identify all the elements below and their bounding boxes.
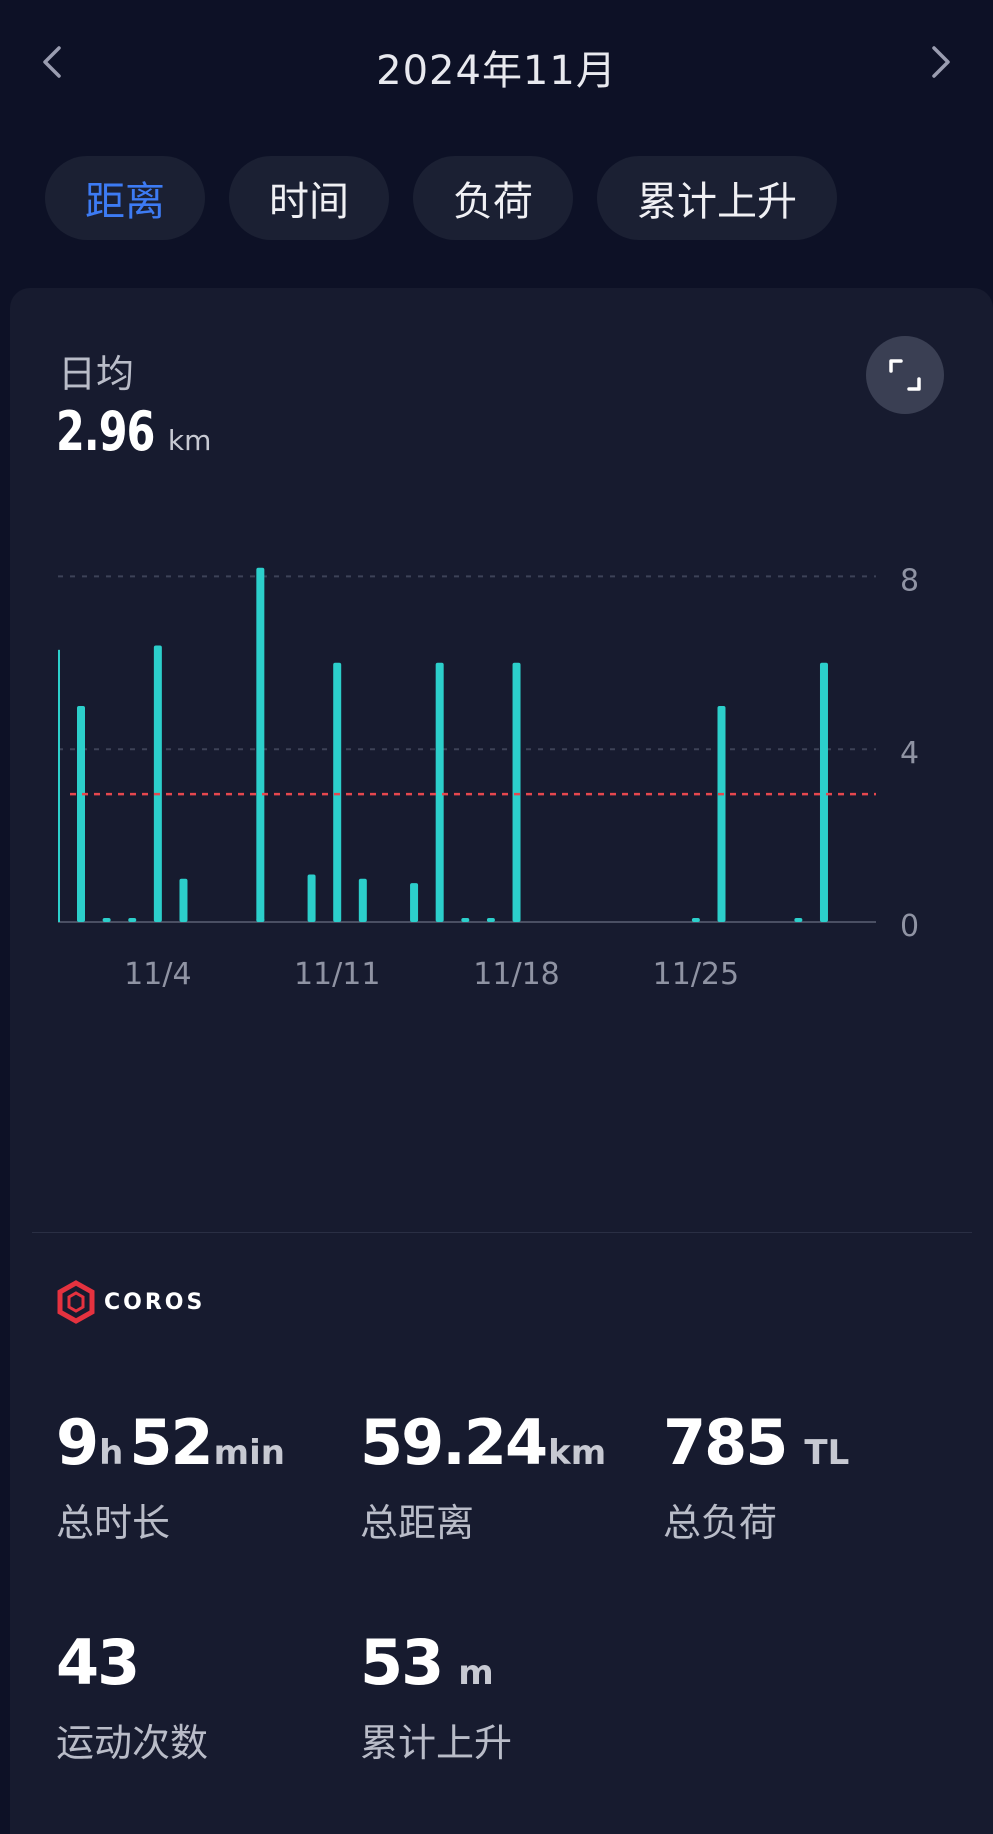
stat-elevation-gain: 53 m 累计上升 — [360, 1626, 512, 1767]
bar — [358, 878, 367, 922]
stat-total-duration: 9 h 52 min 总时长 — [56, 1406, 291, 1547]
daily-average-number: 2.96 — [56, 400, 155, 463]
coros-logo-text: COROS — [104, 1289, 206, 1315]
x-tick-label: 11/4 — [124, 957, 191, 992]
bar-previous-period — [58, 649, 60, 922]
x-tick-label: 11/18 — [473, 957, 559, 992]
stat-unit: min — [213, 1433, 285, 1473]
stat-value: 59.24 — [360, 1406, 548, 1479]
bar — [256, 567, 265, 922]
bar — [179, 878, 188, 922]
bar — [435, 662, 444, 922]
expand-button[interactable] — [866, 336, 944, 414]
tab-distance[interactable]: 距离 — [45, 156, 205, 240]
y-tick-label: 0 — [900, 909, 919, 944]
stat-value: 9 — [56, 1406, 99, 1479]
tab-elevation-gain[interactable]: 累计上升 — [597, 156, 837, 240]
bar — [153, 645, 162, 922]
stat-unit: TL — [804, 1433, 850, 1473]
x-tick-label: 11/11 — [294, 957, 380, 992]
stat-label: 总时长 — [56, 1501, 171, 1545]
daily-average-label: 日均 — [58, 352, 135, 396]
bar — [819, 662, 828, 922]
coros-logo: COROS — [56, 1280, 205, 1324]
x-tick-label: 11/25 — [653, 957, 739, 992]
bar-zero — [128, 918, 137, 922]
month-title: 2024年11月 — [376, 48, 617, 94]
y-tick-label: 4 — [900, 736, 919, 771]
bar — [717, 706, 726, 922]
bar — [410, 883, 419, 922]
stat-label: 总距离 — [360, 1501, 475, 1545]
stat-value: 53 — [360, 1626, 444, 1699]
bar-zero — [794, 918, 803, 922]
stat-label: 运动次数 — [56, 1721, 209, 1765]
daily-average-value: 2.96 km — [56, 400, 211, 463]
bar-zero — [486, 918, 495, 922]
chevron-right-icon — [932, 46, 950, 78]
bar-zero — [102, 918, 111, 922]
bar — [512, 662, 521, 922]
header: 2024年11月 — [0, 0, 993, 130]
stat-label: 总负荷 — [663, 1501, 778, 1545]
stat-unit: h — [99, 1433, 124, 1473]
daily-average-unit: km — [167, 424, 212, 457]
metric-tabs: 距离 时间 负荷 累计上升 — [45, 156, 837, 240]
y-tick-label: 8 — [900, 563, 919, 598]
stat-value: 43 — [56, 1626, 140, 1699]
coros-hexagon-icon — [57, 1280, 95, 1324]
stat-total-load: 785 TL 总负荷 — [663, 1406, 855, 1547]
stat-activity-count: 43 运动次数 — [56, 1626, 208, 1767]
stat-total-distance: 59.24 km 总距离 — [360, 1406, 612, 1547]
bar — [333, 662, 342, 922]
stat-label: 累计上升 — [360, 1721, 513, 1765]
stat-value: 52 — [129, 1406, 213, 1479]
tab-load[interactable]: 负荷 — [413, 156, 573, 240]
bar-zero — [256, 918, 265, 922]
divider — [32, 1232, 972, 1233]
next-month-button[interactable] — [921, 38, 961, 86]
stat-unit: m — [458, 1653, 494, 1693]
bar — [77, 706, 85, 922]
tab-time[interactable]: 时间 — [229, 156, 389, 240]
chevron-left-icon — [43, 46, 61, 78]
expand-icon — [889, 359, 921, 391]
bar-zero — [461, 918, 470, 922]
stat-unit: km — [548, 1433, 607, 1473]
bar-zero — [691, 918, 700, 922]
prev-month-button[interactable] — [32, 38, 72, 86]
stat-value: 785 — [663, 1406, 788, 1479]
bar — [307, 874, 316, 922]
